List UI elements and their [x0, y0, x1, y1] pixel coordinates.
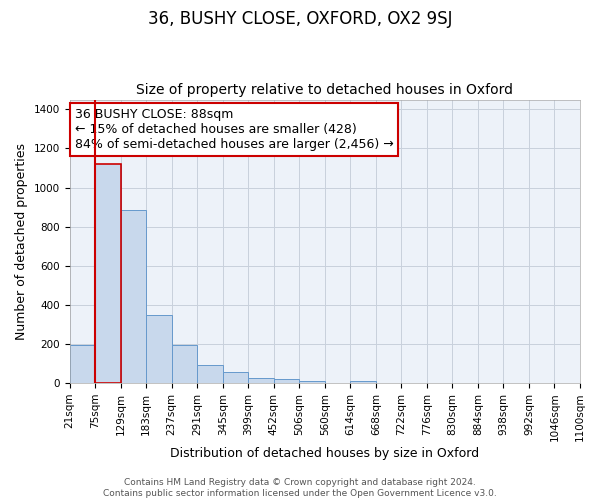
Bar [121, 210, 146, 383]
Text: 36 BUSHY CLOSE: 88sqm
← 15% of detached houses are smaller (428)
84% of semi-det: 36 BUSHY CLOSE: 88sqm ← 15% of detached … [74, 108, 394, 151]
Bar [197, 366, 223, 383]
Bar [146, 314, 172, 383]
Bar [70, 345, 95, 383]
Bar [172, 345, 197, 383]
Bar [248, 378, 274, 383]
Bar [95, 164, 121, 383]
X-axis label: Distribution of detached houses by size in Oxford: Distribution of detached houses by size … [170, 447, 479, 460]
Bar [274, 379, 299, 383]
Title: Size of property relative to detached houses in Oxford: Size of property relative to detached ho… [136, 83, 513, 97]
Bar [70, 345, 95, 383]
Bar [350, 381, 376, 383]
Bar [223, 372, 248, 383]
Bar [95, 164, 121, 383]
Bar [299, 381, 325, 383]
Text: 36, BUSHY CLOSE, OXFORD, OX2 9SJ: 36, BUSHY CLOSE, OXFORD, OX2 9SJ [148, 10, 452, 28]
Text: Contains HM Land Registry data © Crown copyright and database right 2024.
Contai: Contains HM Land Registry data © Crown c… [103, 478, 497, 498]
Y-axis label: Number of detached properties: Number of detached properties [15, 143, 28, 340]
